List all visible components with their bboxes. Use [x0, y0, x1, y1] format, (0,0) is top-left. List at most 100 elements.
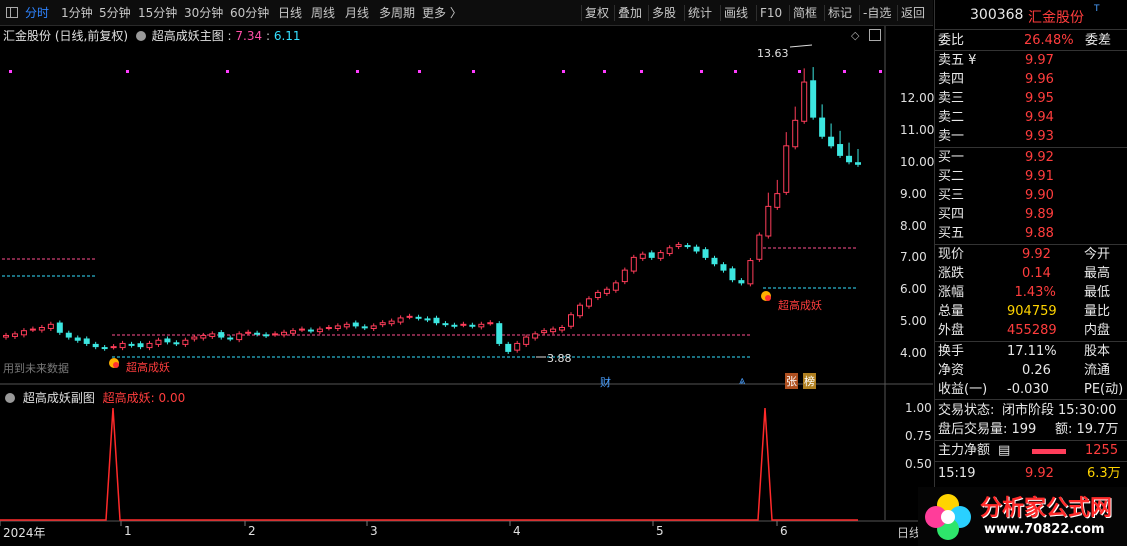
- candle-body: [56, 322, 63, 333]
- period-tab-3[interactable]: 15分钟: [138, 6, 178, 20]
- diamond-icon[interactable]: ◇: [851, 29, 860, 42]
- candle-body: [397, 317, 404, 323]
- high-pointer: [789, 44, 813, 48]
- x-axis-label: 5: [656, 524, 664, 538]
- candle-body: [182, 339, 189, 345]
- toolbar-button-0[interactable]: 复权: [585, 6, 610, 20]
- bid-row: 买二 9.91: [935, 167, 1127, 186]
- candle-body: [65, 332, 72, 338]
- signal-apple-icon: [765, 295, 771, 301]
- info-icon[interactable]: T: [1094, 4, 1100, 14]
- menu-icon[interactable]: [6, 7, 18, 18]
- signal-dot: [700, 70, 703, 73]
- panel-divider: [935, 440, 1127, 441]
- sub-toggle-icon[interactable]: [5, 393, 15, 403]
- candle-body: [11, 333, 18, 337]
- candle-body: [173, 342, 180, 345]
- bid-label: 买一: [938, 150, 965, 165]
- candle-body: [621, 269, 628, 283]
- window-toggle-icon[interactable]: [869, 29, 881, 41]
- period-tab-7[interactable]: 周线: [311, 6, 336, 20]
- rank-marker[interactable]: 榜: [803, 373, 816, 389]
- stat-label: 换手: [938, 344, 965, 359]
- period-tab-8[interactable]: 月线: [345, 6, 370, 20]
- toolbar-button-9[interactable]: 返回: [901, 6, 926, 20]
- stat-label: 现价: [938, 247, 965, 262]
- candle-body: [361, 326, 368, 329]
- flower-logo-icon: [925, 494, 971, 540]
- candle-body: [603, 288, 610, 294]
- period-tab-5[interactable]: 60分钟: [230, 6, 270, 20]
- candle-body: [657, 252, 664, 259]
- signal-apple-icon: [113, 362, 119, 368]
- period-tab-4[interactable]: 30分钟: [184, 6, 224, 20]
- candle-body: [164, 338, 171, 343]
- period-tab-0[interactable]: 分时: [25, 6, 50, 20]
- stock-name: 汇金股份: [3, 29, 52, 43]
- candle-body: [433, 317, 440, 324]
- candle-body: [837, 144, 844, 156]
- trade-status-row: 交易状态: 闭市阶段 15:30:00: [935, 401, 1127, 420]
- candle-body: [783, 145, 790, 193]
- candle-body: [307, 329, 314, 332]
- bid-price: 9.92: [1025, 150, 1054, 165]
- candle-body: [316, 328, 323, 333]
- watermark-logo: 分析家公式网 www.70822.com: [918, 487, 1127, 546]
- period-tab-2[interactable]: 5分钟: [99, 6, 131, 20]
- finance-marker[interactable]: 财: [600, 376, 611, 389]
- candle-body: [146, 342, 153, 349]
- period-tab-10[interactable]: 更多 〉: [422, 6, 462, 20]
- ask-label: 卖五 ¥: [938, 53, 977, 68]
- sub-chart-header: 超高成妖副图 超高成妖: 0.00: [3, 389, 185, 406]
- candle-body: [47, 323, 54, 329]
- signal-dot: [734, 70, 737, 73]
- indicator-toggle-icon[interactable]: [135, 31, 146, 41]
- candle-body: [406, 315, 413, 318]
- toolbar-button-5[interactable]: F10: [760, 6, 783, 20]
- toolbar-button-2[interactable]: 多股: [652, 6, 677, 20]
- toolbar-button-8[interactable]: -自选: [863, 6, 892, 20]
- period-toolbar: 分时 1分钟 5分钟 15分钟 30分钟 60分钟 日线 周线 月线 多周期 更多 〉 复权 叠加 多股…: [0, 0, 933, 26]
- limit-up-marker[interactable]: 张: [785, 373, 798, 389]
- candle-body: [29, 328, 36, 331]
- bid-row: 买三 9.90: [935, 186, 1127, 205]
- candle-body: [20, 330, 27, 336]
- ask-label: 卖四: [938, 72, 965, 87]
- period-label: (日线,前复权): [54, 29, 129, 43]
- candle-body: [505, 343, 512, 352]
- toolbar-button-3[interactable]: 统计: [688, 6, 713, 20]
- candle-body: [568, 314, 575, 327]
- stat-label-right: 最高: [1084, 266, 1111, 281]
- candle-body: [594, 291, 601, 299]
- candle-body: [334, 325, 341, 329]
- panel-divider: [935, 50, 1127, 51]
- toolbar-button-6[interactable]: 简框: [793, 6, 818, 20]
- toolbar-separator: [720, 5, 721, 21]
- kline-chart[interactable]: [0, 26, 933, 546]
- indicator-value-1: 7.34: [235, 29, 263, 43]
- indicator-name[interactable]: 超高成妖主图: [151, 29, 224, 43]
- toolbar-button-4[interactable]: 画线: [724, 6, 749, 20]
- stat-label: 涨幅: [938, 285, 965, 300]
- stat-value: -0.030: [1007, 382, 1049, 397]
- signal-dot: [356, 70, 359, 73]
- sub-tick-label: 0.50: [905, 457, 932, 471]
- main-flow-label: 主力净额: [938, 443, 991, 458]
- toolbar-button-7[interactable]: 标记: [828, 6, 853, 20]
- ask-price: 9.93: [1025, 129, 1054, 144]
- candle-body: [424, 318, 431, 321]
- candle-body: [478, 323, 485, 328]
- watermark-url: www.70822.com: [984, 522, 1105, 537]
- candle-body: [801, 81, 808, 122]
- stat-label-right: 流通: [1084, 363, 1111, 378]
- bid-price: 9.88: [1025, 226, 1054, 241]
- period-tab-1[interactable]: 1分钟: [61, 6, 93, 20]
- period-tab-9[interactable]: 多周期: [379, 6, 416, 20]
- period-tab-6[interactable]: 日线: [278, 6, 303, 20]
- sub-indicator-name[interactable]: 超高成妖副图: [22, 391, 95, 405]
- toolbar-button-1[interactable]: 叠加: [618, 6, 643, 20]
- x-axis-period[interactable]: 日线: [897, 526, 922, 540]
- stat-value: 9.92: [1022, 247, 1051, 262]
- signal-dot: [126, 70, 129, 73]
- ask-row: 卖一 9.93: [935, 127, 1127, 146]
